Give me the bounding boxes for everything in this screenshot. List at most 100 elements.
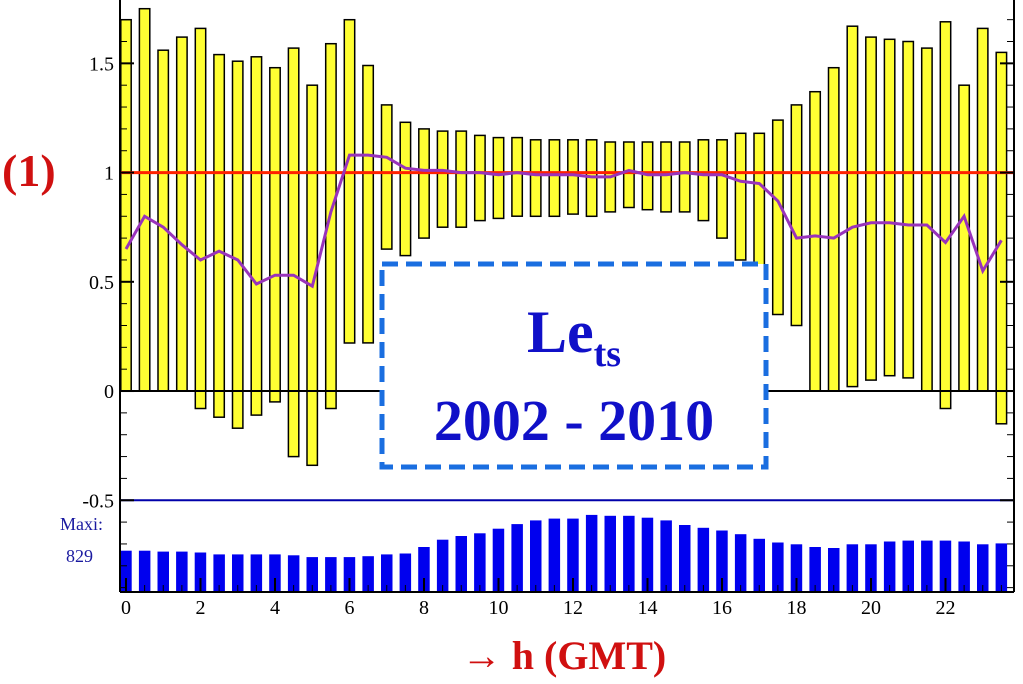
range-bar: [250, 56, 263, 416]
count-bar: [567, 518, 579, 592]
x-tick-label: 22: [936, 597, 956, 619]
range-bar: [399, 121, 412, 257]
y-tick-label: 1: [104, 163, 114, 185]
range-bar: [194, 27, 207, 410]
y-tick-labels: -0.5 0 0.5 1 1.5: [82, 53, 114, 512]
count-bar: [436, 539, 449, 592]
y-tick-label: 0: [104, 381, 114, 403]
x-tick-label: 6: [345, 597, 355, 619]
range-bar: [418, 128, 430, 239]
range-bar: [976, 27, 989, 392]
count-bar: [120, 550, 132, 592]
count-bar: [213, 554, 225, 592]
range-bar: [231, 60, 244, 429]
range-bar: [362, 64, 375, 344]
count-bar: [287, 555, 300, 592]
count-bar: [716, 530, 728, 592]
range-bar: [734, 132, 747, 261]
range-bar: [436, 130, 449, 228]
series-marker-label: (1): [2, 145, 56, 196]
x-tick-label: 12: [563, 597, 583, 619]
x-axis-title: → h (GMT): [462, 633, 666, 678]
range-bar: [716, 139, 728, 239]
range-bar: [883, 38, 896, 377]
count-bar: [846, 544, 859, 592]
x-tick-label: 4: [270, 597, 280, 619]
x-tick-label: 0: [121, 597, 131, 619]
count-bar: [604, 515, 616, 592]
annotation-label: Lets: [527, 299, 621, 375]
range-bar: [920, 47, 933, 392]
count-bar: [474, 533, 486, 592]
range-bar: [157, 49, 170, 392]
x-tick-label: 10: [489, 597, 509, 619]
range-bar: [567, 139, 579, 215]
count-bar: [157, 551, 169, 592]
annotation-label-sub: ts: [594, 333, 621, 375]
mean-line: [124, 153, 1003, 289]
annotation-box: Lets 2002 - 2010: [379, 261, 769, 470]
annotation-box-border: [379, 261, 769, 470]
count-bar: [530, 520, 542, 592]
count-bar: [865, 544, 877, 592]
y-tick-label: 0.5: [89, 272, 114, 294]
count-bar: [418, 547, 430, 592]
x-tick-label: 18: [787, 597, 807, 619]
count-bar: [958, 541, 970, 592]
count-bar: [697, 527, 710, 592]
x-tick-labels: 0 2 4 6 8 10 12 14 16 18 20 22: [121, 597, 956, 619]
lower-panel-side-label: Maxi:: [60, 514, 103, 534]
range-bar: [771, 119, 784, 316]
annotation-period: 2002 - 2010: [434, 388, 714, 453]
lower-panel-bars: [120, 514, 1008, 592]
x-tick-label: 2: [196, 597, 206, 619]
count-bar: [772, 542, 784, 592]
range-bar: [492, 136, 505, 220]
count-bar: [325, 557, 337, 592]
count-bar: [362, 556, 374, 592]
count-bar: [455, 536, 467, 592]
count-bar: [511, 524, 523, 592]
x-tick-label: 8: [419, 597, 429, 619]
count-bar: [343, 557, 356, 592]
count-bar: [734, 534, 747, 592]
count-bar: [828, 548, 840, 592]
range-bar: [473, 134, 486, 222]
count-bar: [623, 515, 635, 592]
lower-panel-side-value: 829: [66, 546, 93, 566]
range-bar: [902, 40, 915, 379]
count-bar: [641, 517, 654, 592]
x-tick-label: 14: [638, 597, 658, 619]
range-bar: [511, 136, 524, 217]
annotation-label-base: Le: [527, 299, 594, 365]
range-bar: [697, 139, 710, 222]
axes-frame: [119, 0, 1015, 593]
range-bar: [678, 141, 691, 213]
range-bar: [622, 141, 635, 209]
x-tick-label: 20: [861, 597, 881, 619]
range-bar: [790, 104, 803, 327]
range-bar: [380, 104, 393, 250]
count-bar: [194, 552, 207, 592]
range-bar: [958, 84, 971, 392]
count-bar: [902, 540, 914, 592]
range-bar: [120, 18, 132, 392]
count-bar: [995, 543, 1008, 592]
range-bar: [269, 66, 281, 403]
range-bar: [995, 51, 1008, 425]
count-bar: [381, 554, 393, 592]
count-bar: [809, 547, 821, 592]
y-tick-label: 1.5: [89, 53, 114, 75]
count-bar: [660, 520, 672, 592]
count-bar: [679, 525, 691, 592]
y-tick-label: -0.5: [82, 490, 114, 512]
upper-panel-bars: [120, 7, 1008, 467]
count-bar: [492, 528, 505, 592]
range-bar: [865, 36, 877, 381]
x-tick-label: 16: [712, 597, 732, 619]
range-bar: [548, 139, 561, 218]
range-bar: [324, 42, 337, 410]
range-bar: [660, 141, 673, 213]
count-bar: [269, 554, 281, 592]
